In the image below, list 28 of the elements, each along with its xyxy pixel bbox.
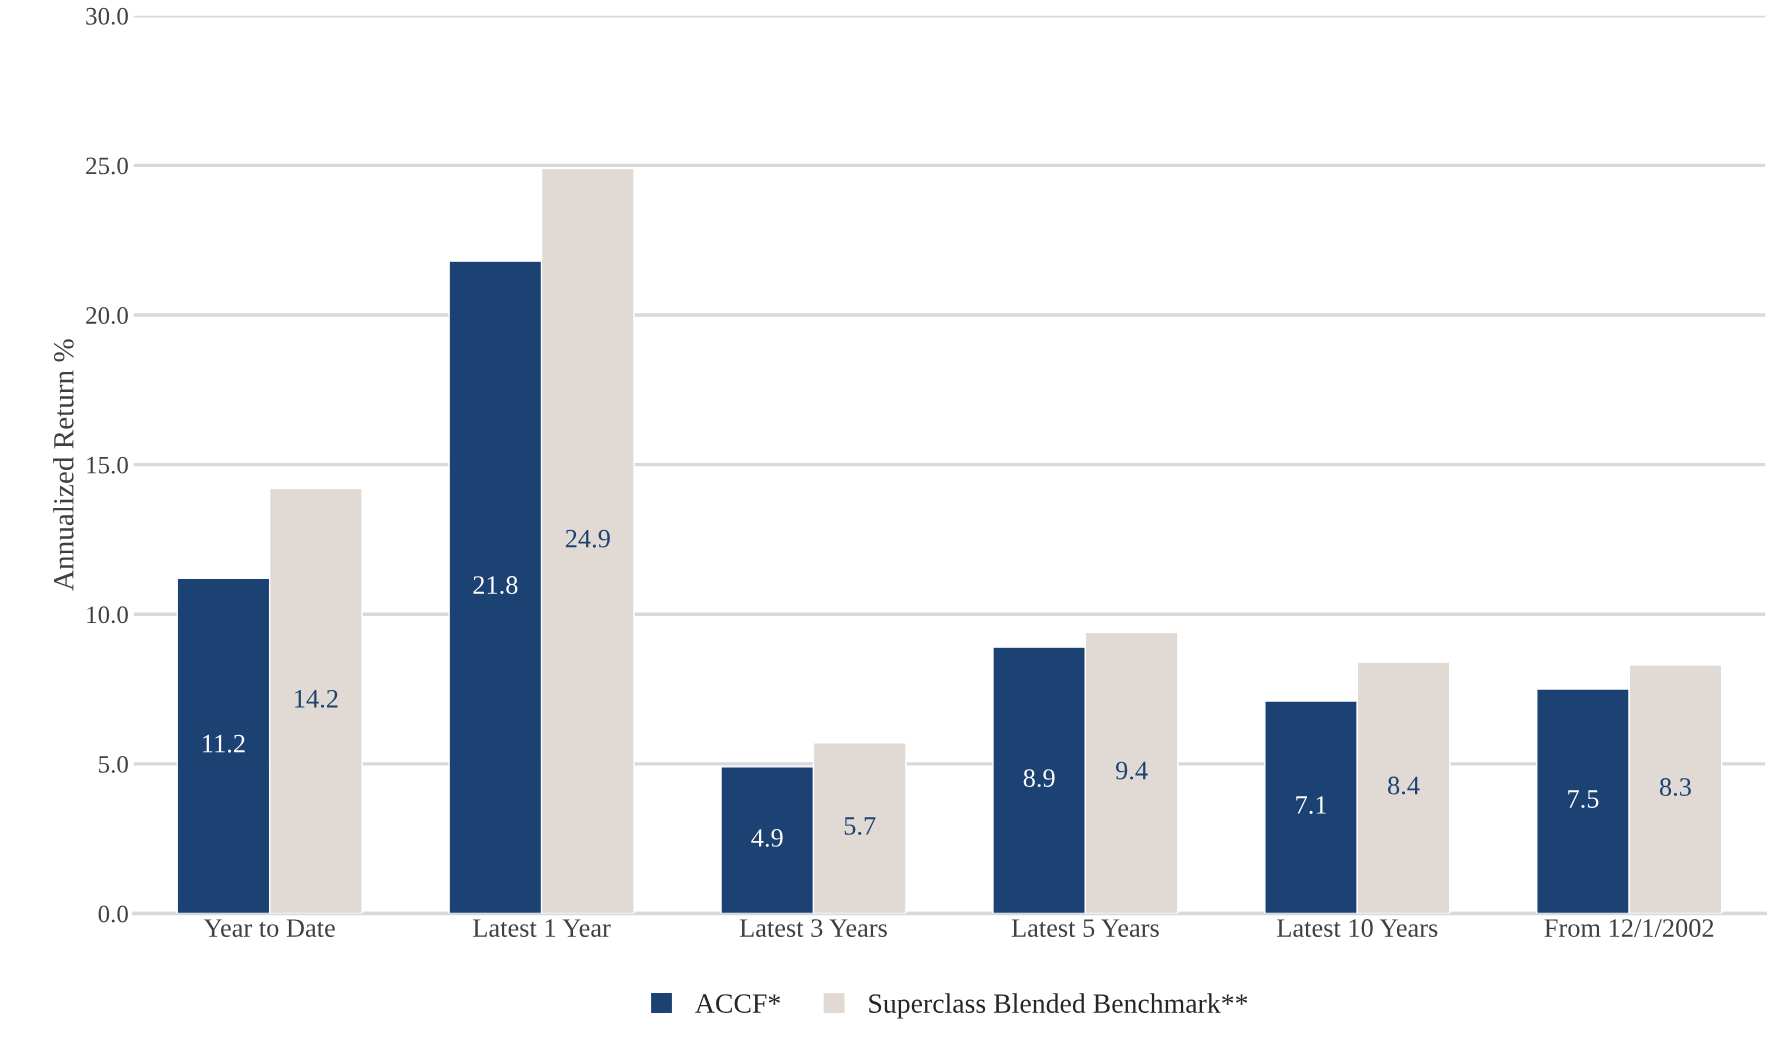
y-axis-title: Annualized Return % [53,339,74,591]
data-label: 8.4 [1388,776,1420,795]
data-label: 9.4 [1115,761,1148,780]
x-tick-label: Latest 5 Years [1011,919,1159,937]
data-label: 11.2 [203,734,245,753]
data-label: 4.9 [751,829,783,847]
data-label: 14.2 [295,689,338,708]
x-tick-label: Latest 3 Years [739,919,887,937]
data-label: 24.9 [565,529,610,548]
y-tick-label: 30.0 [86,7,128,25]
y-tick-label: 20.0 [86,307,128,325]
y-tick-label: 10.0 [87,606,128,624]
y-tick-label: 0.0 [98,905,128,923]
x-tick-label: Latest 1 Year [473,919,611,937]
y-tick-label: 5.0 [99,755,128,773]
y-tick-label: 25.0 [86,157,128,175]
legend-label: Superclass Blended Benchmark** [869,993,1248,1019]
y-tick-label: 15.0 [87,456,128,474]
x-tick-label: From 12/1/2002 [1544,919,1714,937]
data-label: 5.7 [844,817,876,835]
data-label: 7.1 [1296,796,1326,814]
x-tick-label: Latest 10 Years [1277,919,1438,937]
legend-label: ACCF* [695,994,780,1013]
data-label: 21.8 [473,576,518,595]
data-label: 8.9 [1023,769,1055,788]
data-label: 8.3 [1659,778,1691,797]
x-tick-label: Year to Date [203,919,335,937]
data-label: 7.5 [1568,790,1599,808]
